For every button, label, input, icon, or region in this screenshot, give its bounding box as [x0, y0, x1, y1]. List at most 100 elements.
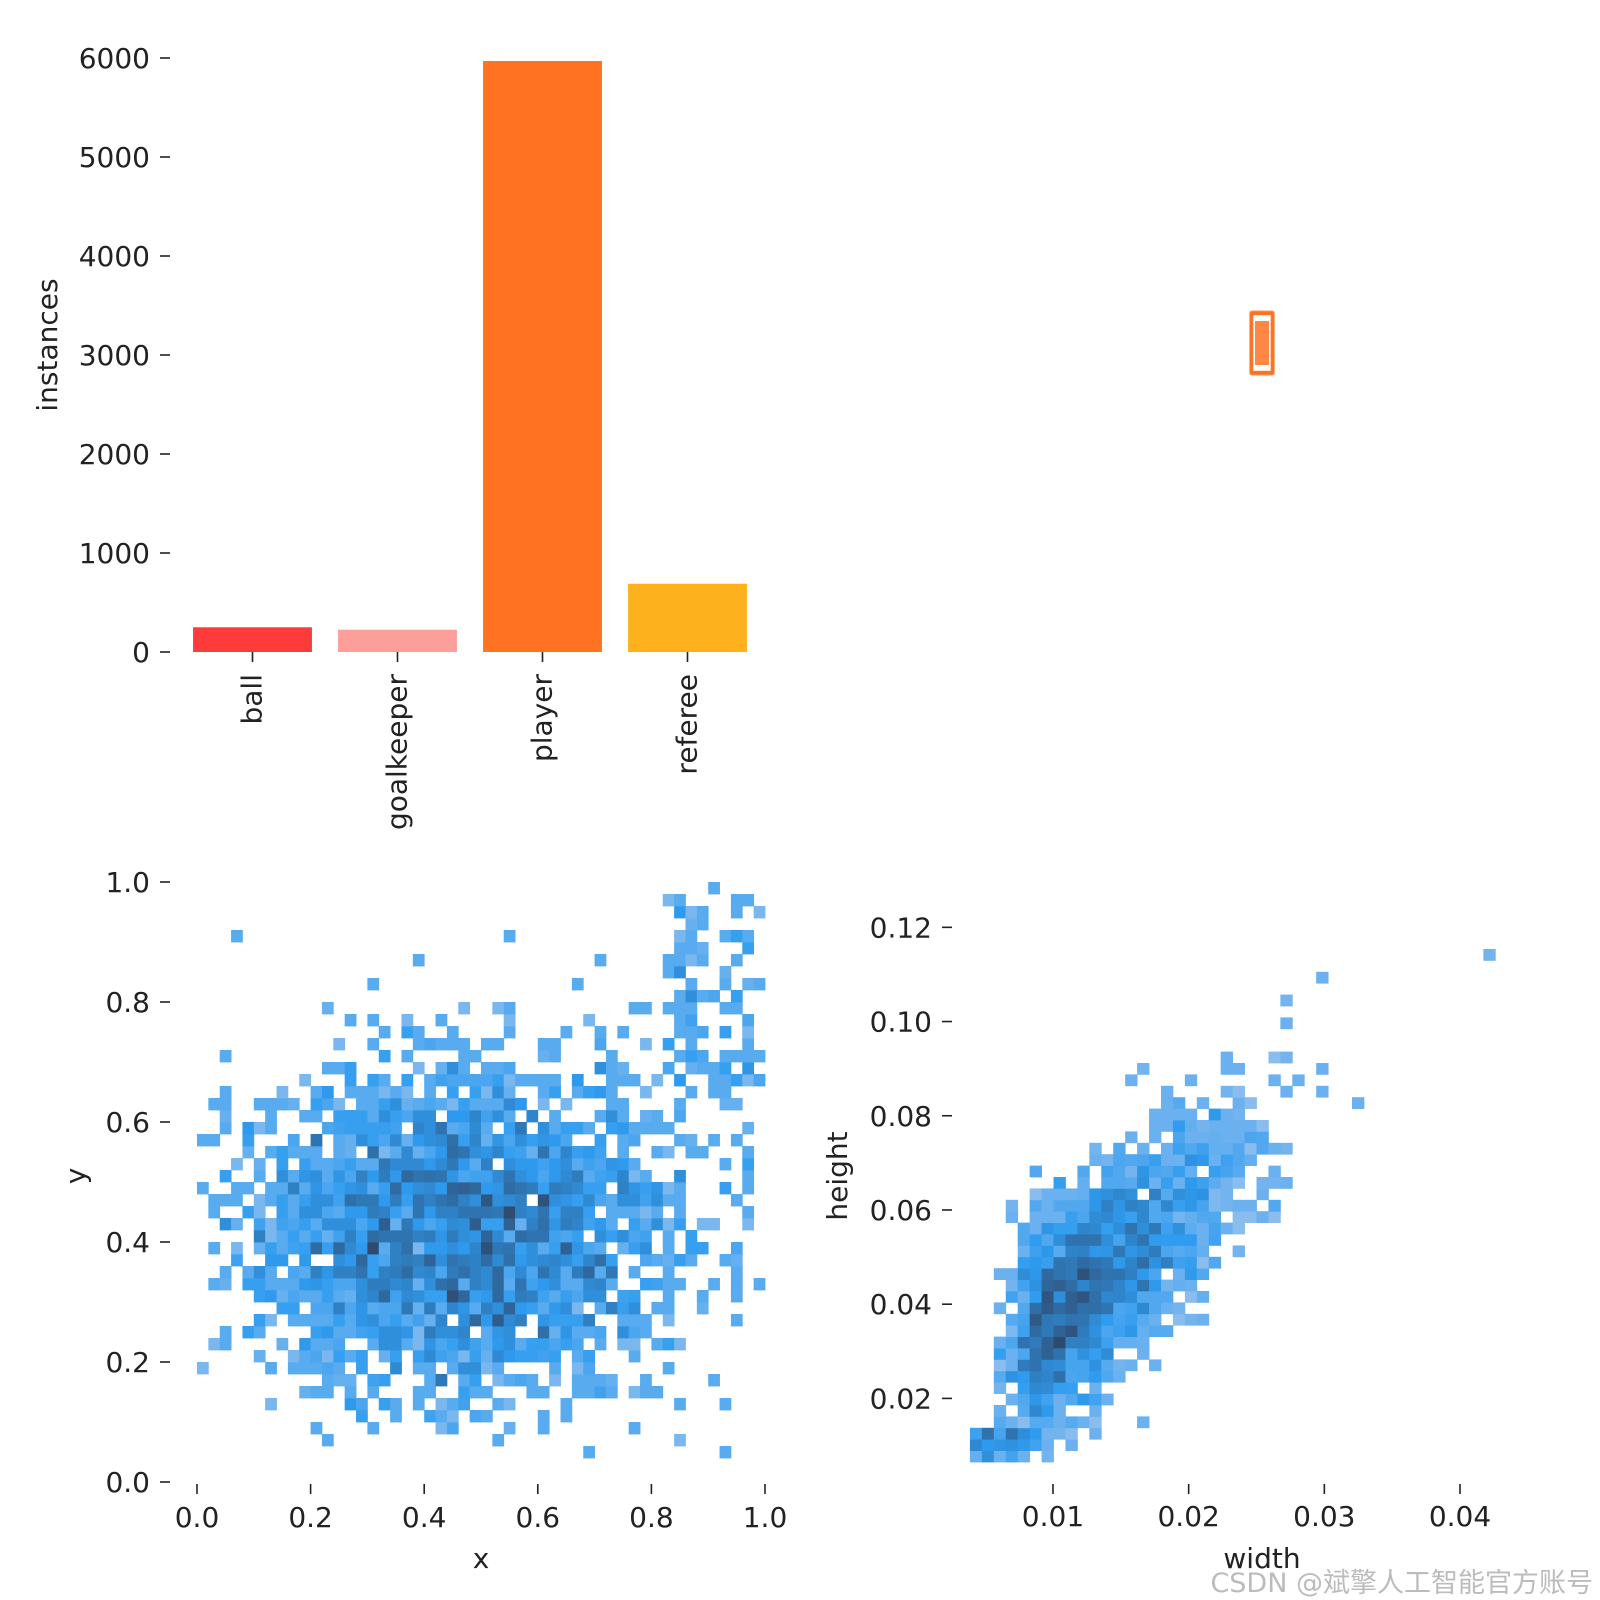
heat-cell — [299, 1206, 311, 1219]
heat-cell — [367, 1134, 380, 1147]
heat-cell — [1089, 1427, 1102, 1440]
heat-cell — [560, 1230, 573, 1243]
heat-cell — [1220, 1199, 1234, 1212]
heat-cell — [1041, 1427, 1054, 1440]
heat-cell — [571, 1386, 584, 1399]
heat-cell — [1053, 1211, 1066, 1223]
heat-cell — [1089, 1393, 1102, 1406]
heat-cell — [503, 1002, 516, 1015]
heat-cell — [287, 1290, 300, 1303]
heat-cell — [685, 1050, 698, 1063]
heat-cell — [1196, 1222, 1210, 1235]
heat-cell — [401, 1254, 414, 1267]
heat-cell — [344, 1086, 357, 1099]
heat-cell — [299, 1386, 311, 1399]
heat-cell — [242, 1134, 255, 1147]
heat-cell — [1137, 1199, 1150, 1212]
heat-cell — [503, 1074, 516, 1087]
heat-cell — [469, 1146, 482, 1159]
heat-cell — [549, 1194, 561, 1207]
heat-cell — [458, 1038, 471, 1051]
heat-cell — [435, 1038, 448, 1051]
heat-cell — [503, 1062, 516, 1075]
heat-cell — [390, 1254, 402, 1267]
heat-cell — [401, 1338, 414, 1351]
heat-cell — [321, 1386, 334, 1399]
heat-cell — [435, 1170, 448, 1183]
heat-cell — [1053, 1359, 1066, 1372]
heat-cell — [1184, 1268, 1198, 1280]
heat-cell — [412, 1026, 425, 1039]
instances-bar-chart: ball goalkeeper player referee0100020003000… — [31, 42, 747, 830]
heat-cell — [1184, 1074, 1198, 1087]
heat-cell — [287, 1230, 300, 1243]
y-tick-label: 0.12 — [870, 911, 932, 944]
heat-cell — [674, 990, 686, 1003]
heat-cell — [321, 1158, 334, 1171]
heat-cell — [435, 1014, 448, 1027]
heat-cell — [605, 1098, 618, 1111]
heat-cell — [446, 1290, 459, 1303]
heat-cell — [1125, 1131, 1138, 1144]
heat-cell — [662, 1062, 675, 1075]
y-tick-label: 0.02 — [870, 1382, 932, 1415]
heat-cell — [276, 1170, 289, 1183]
heat-cell — [1101, 1348, 1114, 1360]
heat-cell — [219, 1170, 232, 1183]
heat-cell — [458, 1386, 471, 1399]
heat-cell — [299, 1158, 311, 1171]
heat-cell — [458, 1398, 471, 1411]
heat-cell — [1101, 1325, 1114, 1337]
heat-cell — [526, 1338, 539, 1351]
heat-cell — [1184, 1131, 1198, 1144]
heat-cell — [1208, 1188, 1222, 1201]
heat-cell — [662, 1038, 675, 1051]
y-axis-label: height — [821, 1131, 854, 1220]
heat-cell — [287, 1302, 300, 1315]
heat-cell — [1089, 1142, 1102, 1155]
heat-cell — [537, 1338, 550, 1351]
heat-cell — [446, 1338, 459, 1351]
heat-cell — [310, 1314, 323, 1327]
heat-cell — [1041, 1359, 1054, 1372]
heat-cell — [492, 1194, 505, 1207]
heat-cell — [378, 1242, 391, 1255]
heat-cell — [390, 1182, 402, 1195]
heat-cell — [219, 1194, 232, 1207]
heat-cell — [1041, 1313, 1054, 1326]
heat-cell — [617, 1182, 630, 1195]
heat-cell — [1029, 1256, 1042, 1269]
heat-cell — [435, 1254, 448, 1267]
heat-cell — [446, 1194, 459, 1207]
heat-cell — [1017, 1336, 1031, 1349]
heat-cell — [1137, 1211, 1150, 1223]
heat-cell — [662, 1254, 675, 1267]
heat-cell — [492, 1362, 505, 1375]
heat-cell — [1268, 1074, 1281, 1087]
heat-cell — [344, 1014, 357, 1027]
heat-cell — [503, 1254, 516, 1267]
heat-cell — [1101, 1279, 1114, 1292]
heat-cell — [435, 1122, 448, 1135]
heat-cell — [1017, 1268, 1031, 1280]
heat-cell — [594, 1110, 607, 1123]
heat-cell — [265, 1254, 277, 1267]
heat-cell — [503, 1290, 516, 1303]
heat-cell — [1172, 1120, 1186, 1132]
heat-cell — [1089, 1222, 1102, 1235]
heat-cell — [662, 1194, 675, 1207]
heat-cell — [526, 1242, 539, 1255]
heat-cell — [1184, 1245, 1198, 1258]
heat-cell — [1184, 1211, 1198, 1223]
x-tick-label-goalkeeper: goalkeeper — [381, 674, 414, 831]
heat-cell — [1160, 1154, 1174, 1166]
heat-cell — [1101, 1245, 1114, 1258]
heat-cell — [1113, 1302, 1126, 1315]
heat-cell — [1053, 1279, 1066, 1292]
heat-cell — [492, 1110, 505, 1123]
heat-cell — [435, 1326, 448, 1339]
heat-cell — [993, 1427, 1007, 1440]
heat-cell — [1089, 1336, 1102, 1349]
heat-cell — [1065, 1268, 1078, 1280]
heat-cell — [208, 1278, 221, 1291]
